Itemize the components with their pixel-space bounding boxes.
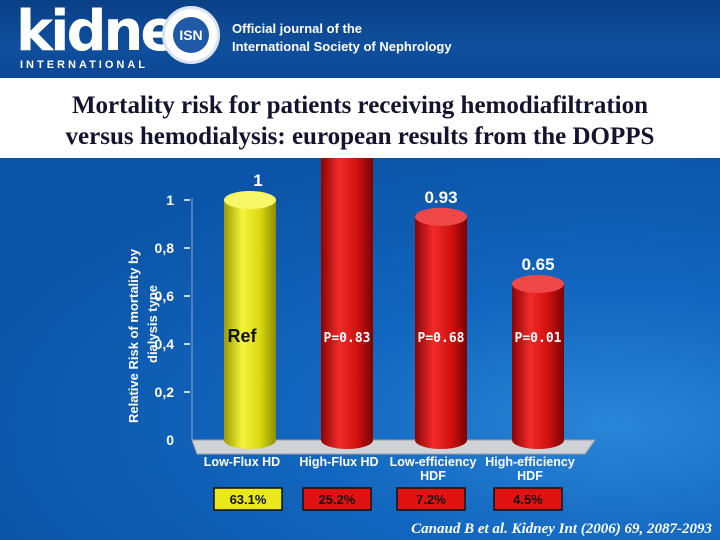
- bar-top: [512, 275, 564, 293]
- percentage-box: [302, 487, 372, 511]
- percentage-label: 4.5%: [513, 492, 543, 507]
- bar-top: [415, 207, 467, 226]
- y-axis-label-line-2: dialysis type: [145, 285, 160, 363]
- journal-line-1: Official journal of the: [232, 21, 363, 36]
- isn-seal-icon: ISN: [162, 6, 220, 64]
- title-line-2: versus hemodialysis: european results fr…: [65, 123, 655, 150]
- bar-chart: Relative Risk of mortality by dialysis t…: [126, 158, 596, 511]
- category-label: HDF: [420, 469, 446, 483]
- title-band: Mortality risk for patients receiving he…: [0, 78, 720, 158]
- journal-header: kidney INTERNATIONAL ISN Official journa…: [0, 0, 720, 78]
- value-label: 0.93: [424, 188, 457, 207]
- percentage-label: 25.2%: [319, 492, 356, 507]
- value-label: 0.65: [521, 255, 554, 274]
- bar-base: [415, 431, 467, 449]
- y-tick-label: 0,6: [155, 288, 175, 304]
- bar-base: [321, 431, 373, 449]
- percentage-box: [493, 487, 563, 511]
- inner-label: P=0.01: [515, 331, 562, 346]
- category-label: HDF: [517, 469, 543, 483]
- y-tick-label: 0,4: [155, 336, 175, 352]
- y-tick-label: 1: [166, 192, 174, 208]
- bar-base: [224, 431, 276, 449]
- percentage-label: 7.2%: [416, 492, 446, 507]
- inner-label: P=0.83: [324, 331, 371, 346]
- percentage-box: [213, 487, 283, 511]
- title-line-1: Mortality risk for patients receiving he…: [71, 92, 649, 119]
- citation: Canaud B et al. Kidney Int (2006) 69, 20…: [411, 521, 712, 537]
- category-label: Low-efficiency: [390, 455, 477, 469]
- percentage-box: [396, 487, 466, 511]
- bar: [224, 191, 276, 449]
- y-tick-label: 0,8: [155, 240, 175, 256]
- category-label: Low-Flux HD: [204, 455, 280, 469]
- bar-body: [415, 216, 467, 440]
- bar-body: [321, 158, 373, 440]
- bar-base: [512, 431, 564, 449]
- bar: [321, 158, 373, 449]
- isn-seal-text: ISN: [173, 17, 209, 53]
- category-label: High-Flux HD: [299, 455, 378, 469]
- logo-subtitle: INTERNATIONAL: [20, 59, 149, 71]
- inner-label: P=0.68: [418, 331, 465, 346]
- chart-area: Relative Risk of mortality by dialysis t…: [0, 158, 720, 540]
- bar-body: [224, 200, 276, 440]
- y-tick-label: 0: [166, 432, 174, 448]
- y-axis-label-line-1: Relative Risk of mortality by: [126, 248, 141, 423]
- journal-description: Official journal of the International So…: [232, 20, 452, 56]
- percentage-label: 63.1%: [230, 492, 267, 507]
- slide-title: Mortality risk for patients receiving he…: [0, 90, 720, 152]
- category-label: High-efficiency: [485, 455, 575, 469]
- bar: [415, 207, 467, 449]
- bar-body: [512, 284, 564, 440]
- bar: [512, 275, 564, 449]
- value-label: 1: [253, 171, 262, 190]
- inner-label: Ref: [227, 326, 257, 346]
- bar-top: [224, 191, 276, 209]
- journal-line-2: International Society of Nephrology: [232, 39, 452, 54]
- y-tick-label: 0,2: [155, 384, 175, 400]
